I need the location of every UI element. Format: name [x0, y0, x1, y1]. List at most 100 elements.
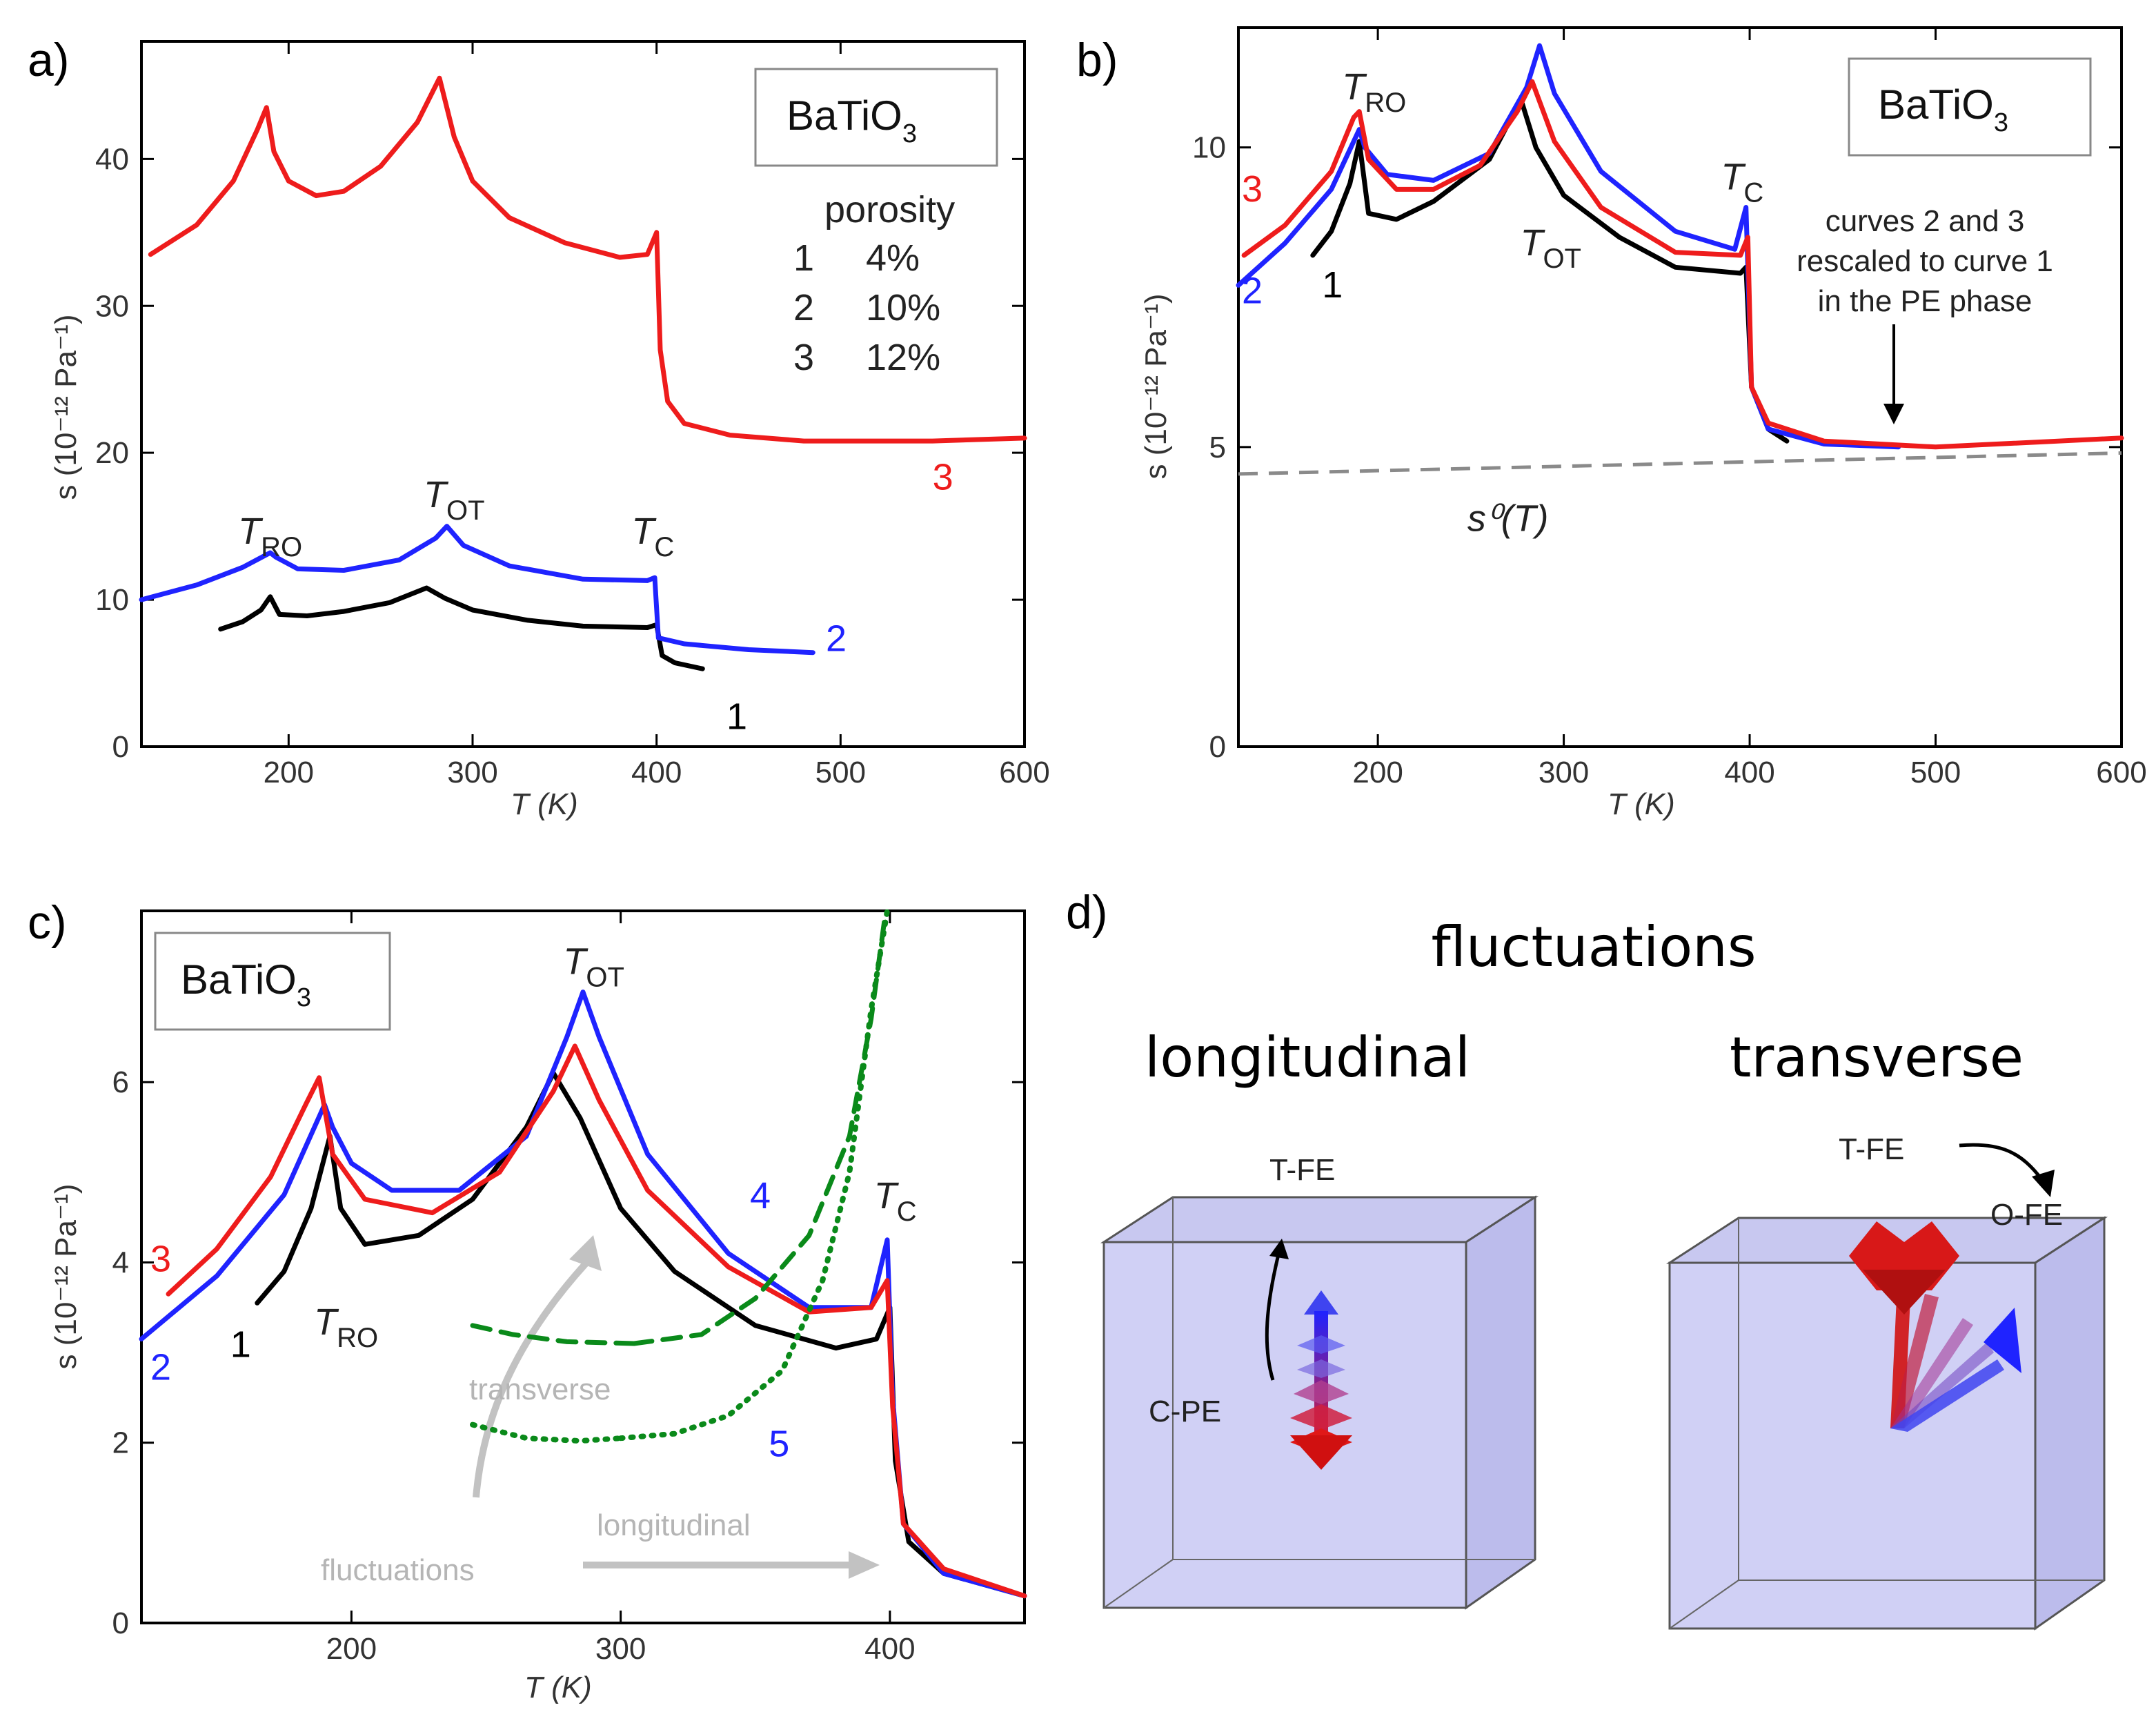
y-tick-label: 2 [112, 1426, 129, 1460]
b-note-line: in the PE phase [1818, 284, 2033, 318]
a-annotation-RO: TRO [238, 511, 302, 562]
porosity-row-id: 3 [793, 337, 814, 378]
panel-a-annotations: TRO TOT TC 3 2 1 [238, 456, 953, 737]
panel-c-gray-arrows [473, 1235, 880, 1579]
y-tick-label: 4 [112, 1246, 129, 1279]
x-tick-label: 400 [864, 1632, 915, 1666]
fluct-transverse-arrowhead [569, 1235, 602, 1271]
panel-c-longitudinal-label: longitudinal [597, 1508, 751, 1542]
panel-a-xlabel: T (K) [511, 787, 578, 821]
fluct-transverse-arrow [473, 1260, 589, 1498]
c-series-2 [139, 990, 1027, 1599]
panel-d-transverse-heading: transverse [1730, 1025, 2024, 1090]
c-curve-label-1: 1 [230, 1324, 251, 1366]
panel-b-note-arrow-head [1883, 404, 1904, 424]
y-tick-label: 6 [112, 1065, 129, 1099]
panel-a-frame [140, 40, 1026, 748]
transverse-polarization-arrows [1849, 1221, 2021, 1432]
panel-b-note: curves 2 and 3 rescaled to curve 1 in the … [1797, 204, 2053, 318]
y-tick-label: 30 [95, 289, 129, 323]
x-tick-label: 500 [815, 756, 866, 789]
panel-d-longitudinal-heading: longitudinal [1145, 1025, 1470, 1090]
c-annotation-C: TC [874, 1175, 917, 1227]
a-curve-label-1: 1 [726, 696, 747, 737]
panel-b-ylabel: s (10⁻¹² Pa⁻¹) [1139, 294, 1173, 480]
panel-c-transverse-label: transverse [469, 1372, 611, 1406]
panel-b-frame [1237, 26, 2123, 748]
x-tick-label: 500 [1910, 756, 1961, 789]
y-tick-label: 5 [1209, 431, 1226, 464]
x-tick-label: 600 [999, 756, 1049, 789]
panel-b-label: b) [1076, 34, 1118, 86]
panel-a-material: BaTiO3 [787, 92, 917, 148]
longitudinal-top-label: T-FE [1269, 1153, 1335, 1187]
x-tick-label: 400 [631, 756, 682, 789]
y-tick-label: 0 [112, 1606, 129, 1640]
panel-c-material: BaTiO3 [181, 956, 311, 1012]
c-curve-label-4: 4 [750, 1175, 771, 1217]
panel-c-fluctuations-label: fluctuations [321, 1553, 475, 1587]
y-tick-label: 0 [1209, 730, 1226, 764]
b-annotation-RO: TRO [1342, 66, 1406, 118]
a-series-1 [218, 585, 705, 671]
b-baseline-s0 [1238, 451, 2122, 476]
panel-c-xlabel: T (K) [524, 1671, 592, 1704]
panel-a-label: a) [28, 34, 69, 86]
b-baseline-label: s⁰(T) [1467, 498, 1549, 539]
b-series-3 [1241, 79, 2124, 450]
a-annotation-C: TC [631, 511, 674, 562]
longitudinal-side-label: C-PE [1149, 1395, 1221, 1428]
panel-b-xlabel: T (K) [1608, 787, 1675, 821]
b-curve-label-2: 2 [1242, 270, 1263, 311]
transverse-cube: T-FE O-FE [1665, 1132, 2108, 1631]
y-tick-label: 40 [95, 142, 129, 176]
c-series-3 [166, 1043, 1027, 1599]
c-green-extra-0 [470, 1323, 637, 1346]
panel-b-baseline [1238, 451, 2122, 476]
fluct-longitudinal-arrowhead [849, 1551, 880, 1579]
y-tick-label: 20 [95, 436, 129, 470]
x-tick-label: 400 [1724, 756, 1774, 789]
b-curve-label-3: 3 [1242, 168, 1263, 210]
panel-d-title: fluctuations [1431, 915, 1756, 979]
porosity-row-value: 4% [866, 237, 920, 279]
c-series-4 [631, 917, 887, 1346]
b-annotation-C: TC [1721, 156, 1763, 208]
x-tick-label: 300 [1539, 756, 1589, 789]
a-curve-label-2: 2 [826, 618, 847, 660]
a-annotation-OT: TOT [424, 474, 485, 526]
panel-a-material-box [754, 68, 998, 167]
a-curve-label-3: 3 [933, 456, 953, 498]
c-annotation-RO: TRO [314, 1301, 378, 1353]
panel-c-ticks: 200 300 400 0 2 4 6 [112, 911, 1025, 1666]
b-note-line: curves 2 and 3 [1826, 204, 2025, 238]
panel-c-frame [140, 909, 1026, 1624]
porosity-row-id: 1 [793, 237, 814, 279]
x-tick-label: 200 [264, 756, 314, 789]
a-series-2 [139, 524, 815, 656]
x-tick-label: 300 [595, 1632, 646, 1666]
y-tick-label: 0 [112, 730, 129, 764]
x-tick-label: 600 [2096, 756, 2146, 789]
transverse-side-label: O-FE [1990, 1198, 2063, 1232]
c-curve-label-3: 3 [150, 1239, 171, 1280]
panel-a-ylabel: s (10⁻¹² Pa⁻¹) [49, 315, 83, 500]
panel-c-label: c) [28, 896, 67, 949]
c-annotation-OT: TOT [563, 941, 624, 992]
panel-c-ylabel: s (10⁻¹² Pa⁻¹) [49, 1184, 83, 1370]
panel-b-material-box [1848, 57, 2092, 157]
x-tick-label: 300 [447, 756, 497, 789]
porosity-row-id: 2 [793, 287, 814, 328]
longitudinal-cube: T-FE C-PE [1100, 1153, 1539, 1610]
c-green-extra-1 [470, 1421, 624, 1444]
panel-a-ticks: 200 300 400 500 600 0 10 20 30 40 [95, 41, 1050, 789]
y-tick-label: 10 [95, 583, 129, 617]
panel-d: d) fluctuations longitudinal transverse [1066, 886, 2108, 1631]
panel-b-annotations: TRO TOT TC 3 2 1 s⁰(T) [1242, 66, 1763, 539]
panel-a-curves [139, 75, 1027, 671]
panel-b-ticks: 200 300 400 500 600 0 5 10 [1192, 28, 2147, 789]
panel-c-curves [139, 908, 1027, 1599]
